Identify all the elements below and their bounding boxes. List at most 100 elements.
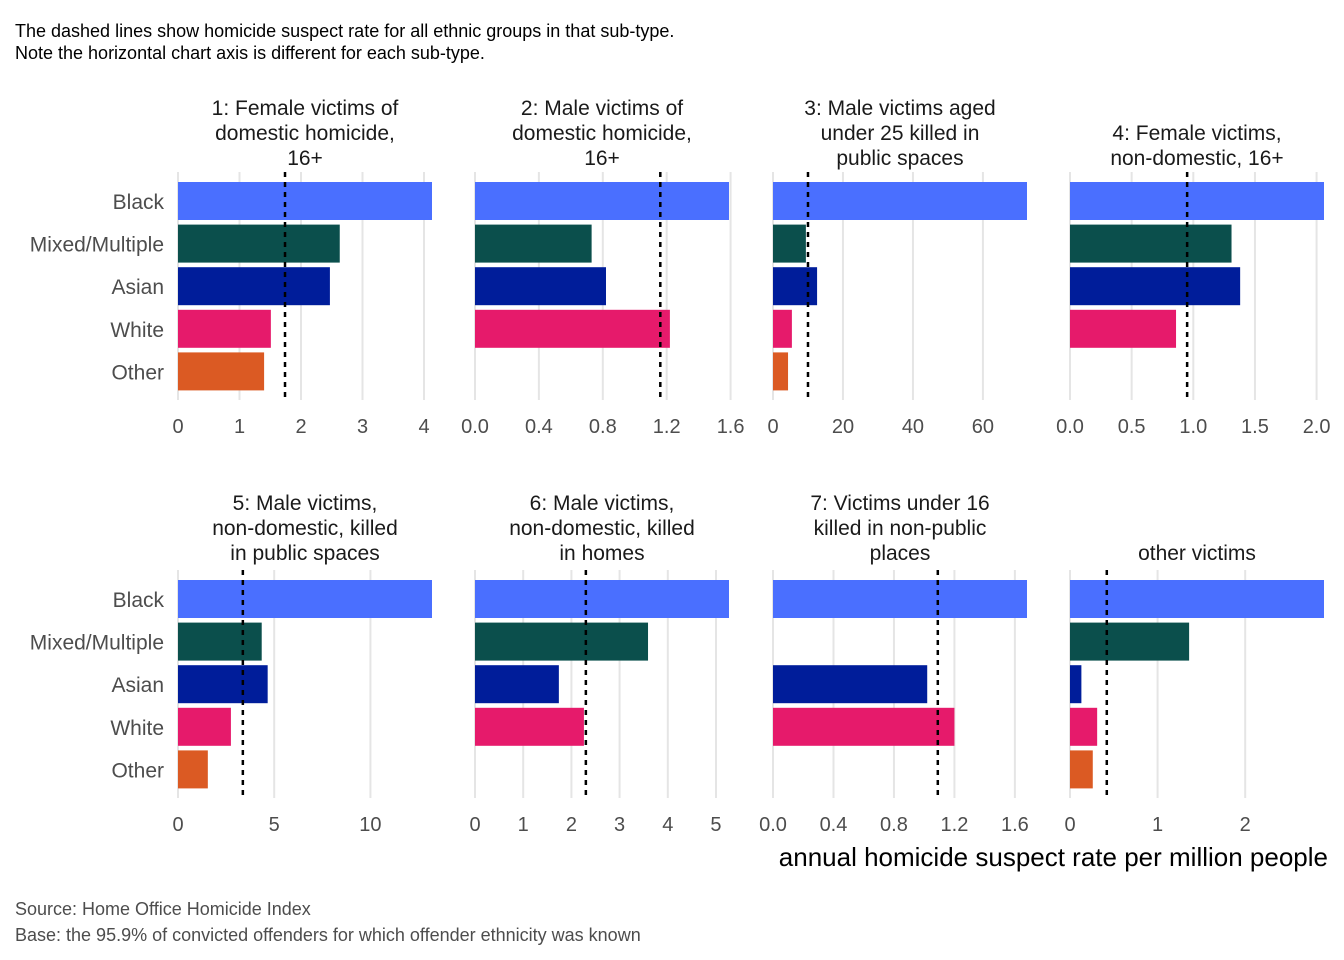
y-tick-label: Other <box>111 361 164 384</box>
x-tick-label: 2 <box>295 416 306 438</box>
panel-title-line: under 25 killed in <box>821 122 980 145</box>
panel-title-line: in homes <box>559 542 644 565</box>
bar-other <box>1070 750 1093 789</box>
x-tick-label: 0 <box>767 416 778 438</box>
x-tick-label: 0.8 <box>589 416 617 438</box>
x-tick-label: 2.0 <box>1303 416 1331 438</box>
bar-black <box>475 182 729 220</box>
bar-black <box>773 580 1027 618</box>
panel-title-line: killed in non-public <box>814 517 987 540</box>
y-tick-label: White <box>110 319 164 342</box>
x-tick-label: 0.0 <box>461 416 489 438</box>
panel-title-line: domestic homicide, <box>215 122 395 145</box>
panel-title-line: domestic homicide, <box>512 122 692 145</box>
panel-title-line: 16+ <box>584 147 620 170</box>
bar-mixed-multiple <box>178 622 262 661</box>
y-tick-label: Other <box>111 759 164 782</box>
y-tick-label: Black <box>113 589 165 612</box>
x-tick-label: 1.5 <box>1241 416 1269 438</box>
bar-white <box>475 309 670 348</box>
panel-title-line: 3: Male victims aged <box>804 97 995 120</box>
bar-white <box>773 707 955 746</box>
x-tick-label: 5 <box>710 814 721 836</box>
bar-mixed-multiple <box>475 224 592 263</box>
y-tick-label: Mixed/Multiple <box>30 234 164 257</box>
x-tick-label: 0.8 <box>880 814 908 836</box>
x-tick-label: 1.2 <box>653 416 681 438</box>
panel-title-line: 7: Victims under 16 <box>810 492 989 515</box>
bar-white <box>178 309 271 348</box>
bar-asian <box>1070 665 1082 704</box>
x-tick-label: 20 <box>832 416 854 438</box>
panel-title-line: non-domestic, killed <box>212 517 398 540</box>
bar-mixed-multiple <box>1070 224 1232 263</box>
bar-black <box>773 182 1027 220</box>
x-tick-label: 40 <box>902 416 924 438</box>
x-tick-label: 1 <box>518 814 529 836</box>
x-tick-label: 1.6 <box>717 416 745 438</box>
x-tick-label: 3 <box>614 814 625 836</box>
bar-black <box>475 580 729 618</box>
bar-white <box>773 309 792 348</box>
x-tick-label: 2 <box>1240 814 1251 836</box>
bar-asian <box>773 267 818 306</box>
caption-source: Source: Home Office Homicide Index <box>15 899 311 919</box>
x-tick-label: 1 <box>234 416 245 438</box>
bar-other <box>178 750 208 789</box>
y-tick-label: Black <box>113 191 165 214</box>
x-tick-label: 1 <box>1152 814 1163 836</box>
panel-title-line: 5: Male victims, <box>233 492 378 515</box>
x-tick-label: 4 <box>662 814 673 836</box>
x-axis-label: annual homicide suspect rate per million… <box>779 842 1328 872</box>
bar-asian <box>178 665 268 704</box>
bar-white <box>1070 309 1177 348</box>
panel-title-line: public spaces <box>836 147 963 170</box>
y-tick-label: White <box>110 717 164 740</box>
x-tick-label: 0.0 <box>759 814 787 836</box>
bar-white <box>178 707 231 746</box>
bar-asian <box>1070 267 1241 306</box>
x-tick-label: 0 <box>1064 814 1075 836</box>
panel-title-line: non-domestic, killed <box>509 517 695 540</box>
x-tick-label: 1.6 <box>1001 814 1029 836</box>
bar-asian <box>773 665 928 704</box>
y-tick-label: Asian <box>111 276 164 299</box>
subtitle-line-1: The dashed lines show homicide suspect r… <box>15 21 674 41</box>
bar-white <box>475 707 584 746</box>
x-tick-label: 4 <box>418 416 429 438</box>
bar-other <box>178 352 265 391</box>
panel-title-line: places <box>870 542 931 565</box>
x-tick-label: 0.4 <box>820 814 848 836</box>
bar-black <box>1070 580 1324 618</box>
x-tick-label: 0.0 <box>1056 416 1084 438</box>
bar-other <box>773 352 789 391</box>
x-tick-label: 2 <box>566 814 577 836</box>
panel-title-line: 4: Female victims, <box>1112 122 1281 145</box>
y-tick-label: Mixed/Multiple <box>30 632 164 655</box>
panel-title-line: 6: Male victims, <box>530 492 675 515</box>
subtitle-line-2: Note the horizontal chart axis is differ… <box>15 43 485 63</box>
x-tick-label: 1.2 <box>941 814 969 836</box>
x-tick-label: 3 <box>357 416 368 438</box>
panel-title-line: in public spaces <box>230 542 379 565</box>
panel-title-line: 16+ <box>287 147 323 170</box>
x-tick-label: 0 <box>469 814 480 836</box>
bar-white <box>1070 707 1098 746</box>
x-tick-label: 0.4 <box>525 416 553 438</box>
bar-asian <box>178 267 330 306</box>
x-tick-label: 0 <box>172 814 183 836</box>
bar-asian <box>475 665 559 704</box>
bar-mixed-multiple <box>475 622 649 661</box>
x-tick-label: 0 <box>172 416 183 438</box>
bar-mixed-multiple <box>178 224 340 263</box>
x-tick-label: 60 <box>972 416 994 438</box>
x-tick-label: 0.5 <box>1118 416 1146 438</box>
x-tick-label: 10 <box>359 814 381 836</box>
bar-mixed-multiple <box>773 224 806 263</box>
bar-black <box>178 580 432 618</box>
caption-base: Base: the 95.9% of convicted offenders f… <box>15 925 641 945</box>
panel-title-line: other victims <box>1138 542 1256 565</box>
panel-title-line: 2: Male victims of <box>521 97 683 120</box>
panel-title-line: non-domestic, 16+ <box>1110 147 1283 170</box>
